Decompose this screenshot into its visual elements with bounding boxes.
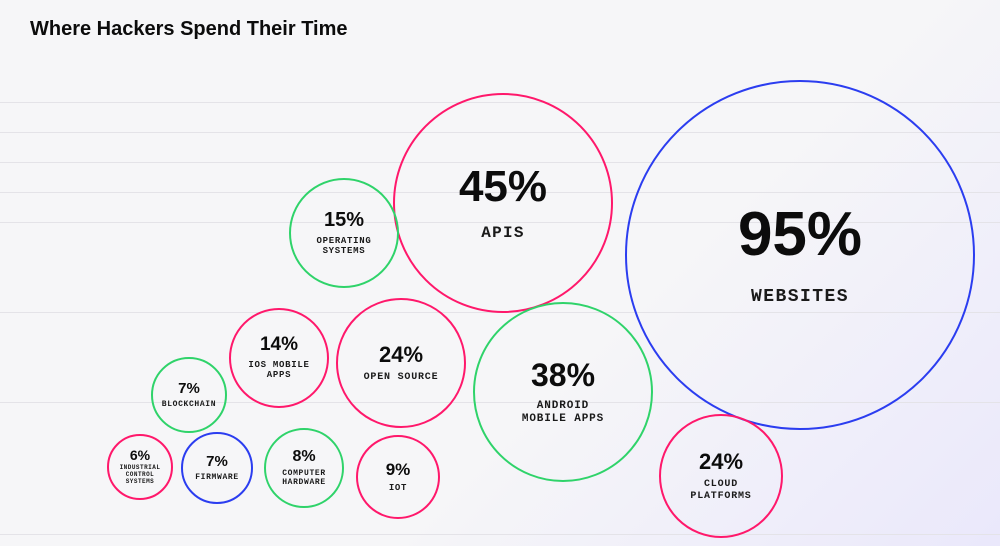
bubble-percent: 7% (178, 381, 200, 397)
bubble-label: COMPUTER HARDWARE (282, 469, 326, 487)
bubble: 24% OPEN SOURCE (336, 298, 466, 428)
bubble-percent: 9% (386, 461, 411, 479)
bubble: 24% CLOUD PLATFORMS (659, 414, 783, 538)
bubble-percent: 7% (206, 454, 228, 470)
bubble-layer: 95% WEBSITES 45% APIs 38% ANDROID MOBILE APPS… (0, 0, 1000, 546)
bubble-percent: 8% (292, 449, 315, 466)
bubble: 7% BLOCKCHAIN (151, 357, 227, 433)
bubble: 6% INDUSTRIAL CONTROL SYSTEMS (107, 434, 173, 500)
bubble-label: WEBSITES (751, 287, 849, 308)
bubble: 95% WEBSITES (625, 80, 975, 430)
bubble: 45% APIs (393, 93, 613, 313)
bubble-percent: 6% (130, 448, 150, 463)
bubble-percent: 15% (324, 210, 364, 231)
bubble-label: BLOCKCHAIN (162, 400, 216, 409)
bubble-percent: 24% (699, 450, 743, 473)
bubble-percent: 45% (459, 164, 547, 210)
bubble-label: ANDROID MOBILE APPS (522, 400, 604, 425)
bubble-label: INDUSTRIAL CONTROL SYSTEMS (120, 465, 161, 486)
bubble: 9% IoT (356, 435, 440, 519)
bubble-percent: 95% (738, 202, 862, 267)
bubble-label: CLOUD PLATFORMS (690, 479, 751, 502)
bubble: 15% OPERATING SYSTEMS (289, 178, 399, 288)
bubble-label: APIs (481, 224, 525, 242)
bubble-label: IOS MOBILE APPS (248, 360, 309, 381)
bubble-percent: 38% (531, 359, 595, 393)
bubble-label: OPEN SOURCE (364, 372, 439, 384)
bubble: 38% ANDROID MOBILE APPS (473, 302, 653, 482)
bubble: 7% FIRMWARE (181, 432, 253, 504)
bubble-label: OPERATING SYSTEMS (316, 236, 371, 257)
bubble: 14% IOS MOBILE APPS (229, 308, 329, 408)
bubble-label: FIRMWARE (195, 473, 239, 482)
bubble-percent: 14% (260, 335, 298, 355)
bubble-percent: 24% (379, 343, 423, 366)
bubble-label: IoT (389, 483, 407, 493)
bubble: 8% COMPUTER HARDWARE (264, 428, 344, 508)
